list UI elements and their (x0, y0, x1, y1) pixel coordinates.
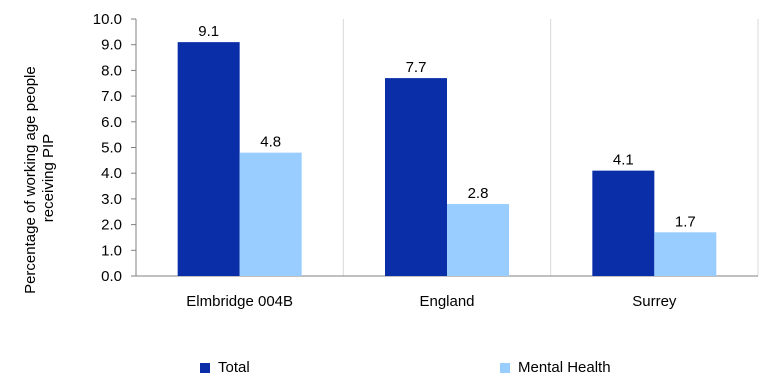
legend-item-total: Total (200, 359, 250, 376)
data-label: 9.1 (198, 23, 219, 40)
y-tick-label: 5.0 (101, 140, 122, 157)
data-label: 1.7 (675, 213, 696, 230)
category-labels: Elmbridge 004B England Surrey (186, 293, 677, 310)
category-label: Surrey (632, 293, 677, 310)
bar-total-0 (177, 42, 240, 276)
bar-mental-health-2 (654, 232, 717, 276)
category-label: England (419, 293, 474, 310)
bar-mental-health-0 (239, 152, 302, 276)
y-axis-ticks: 0.0 1.0 2.0 3.0 4.0 5.0 6.0 7.0 8.0 9.0 10.0 (93, 11, 122, 285)
y-tick-label: 10.0 (93, 11, 122, 28)
category-label: Elmbridge 004B (186, 293, 293, 310)
y-axis-label-line-1: Percentage of working age people (22, 66, 39, 294)
legend-label-total: Total (218, 359, 250, 376)
y-tick-label: 8.0 (101, 62, 122, 79)
data-label: 4.1 (613, 152, 634, 169)
legend-item-mental-health: Mental Health (500, 359, 611, 376)
data-labels: 9.1 4.8 7.7 2.8 4.1 1.7 (198, 23, 696, 230)
legend-swatch-total (200, 362, 210, 373)
bars (177, 42, 717, 276)
y-tick-label: 6.0 (101, 114, 122, 131)
data-label: 7.7 (406, 59, 427, 76)
y-tick-label: 0.0 (101, 268, 122, 285)
y-tick-label: 9.0 (101, 37, 122, 54)
y-tick-label: 4.0 (101, 165, 122, 182)
y-tick-label: 2.0 (101, 217, 122, 234)
y-axis-label-line-2: receiving PIP (40, 134, 57, 222)
y-tick-label: 3.0 (101, 191, 122, 208)
bar-total-2 (592, 170, 655, 276)
legend: Total Mental Health (0, 359, 760, 379)
data-label: 2.8 (468, 185, 489, 202)
y-tick-label: 7.0 (101, 88, 122, 105)
legend-label-mental-health: Mental Health (518, 359, 611, 376)
y-tick-label: 1.0 (101, 242, 122, 259)
grid (342, 19, 759, 276)
y-axis-label: Percentage of working age people receivi… (22, 62, 57, 294)
data-label: 4.8 (260, 134, 281, 151)
bar-total-1 (385, 78, 447, 276)
bar-mental-health-1 (447, 204, 509, 276)
legend-swatch-mental-health (500, 362, 510, 373)
